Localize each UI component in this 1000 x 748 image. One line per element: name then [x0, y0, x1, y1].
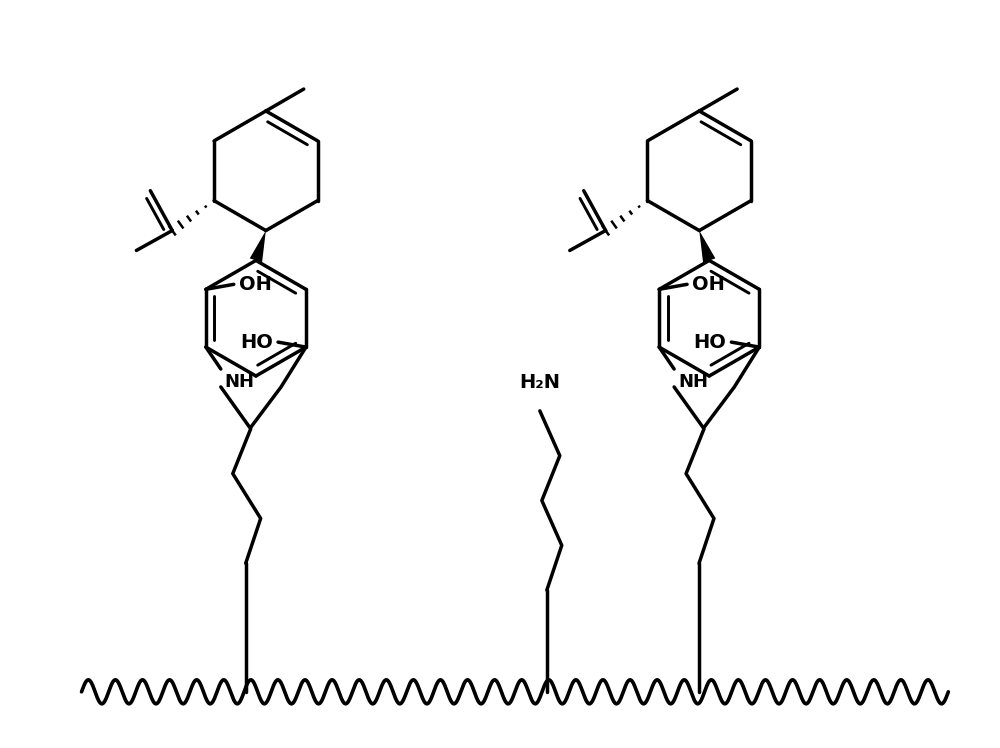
Text: HO: HO: [240, 333, 273, 352]
Polygon shape: [250, 230, 266, 263]
Text: H₂N: H₂N: [519, 373, 560, 393]
Text: OH: OH: [692, 275, 725, 294]
Text: OH: OH: [239, 275, 272, 294]
Text: NH: NH: [678, 373, 708, 391]
Polygon shape: [699, 230, 715, 263]
Text: HO: HO: [694, 333, 726, 352]
Text: NH: NH: [225, 373, 255, 391]
